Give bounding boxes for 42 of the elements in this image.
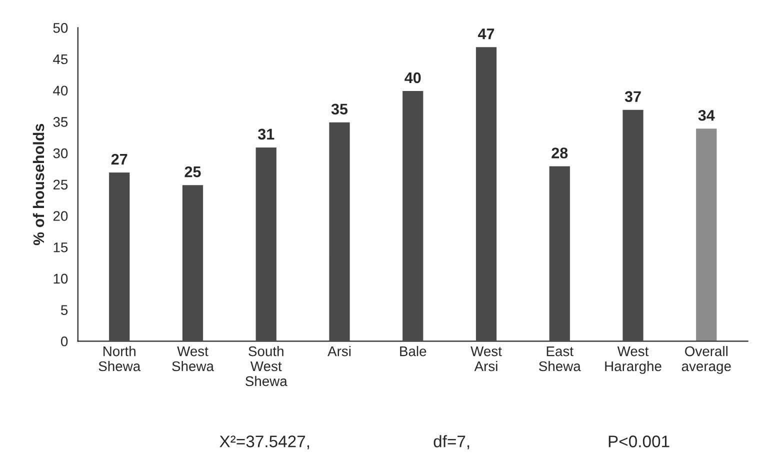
x-tick-label: East Shewa (539, 346, 581, 372)
bar (548, 164, 572, 342)
data-label: 34 (698, 110, 715, 121)
x-tick-label: Overall average (682, 346, 731, 374)
data-label: 28 (552, 148, 568, 158)
bar (694, 127, 718, 342)
bar (108, 171, 132, 342)
y-tick-label: 45 (53, 54, 68, 64)
y-tick-label: 50 (53, 22, 68, 33)
y-tick-label: 10 (54, 274, 68, 284)
y-tick-label: 20 (53, 211, 68, 221)
x-tick-label: West Arsi (470, 346, 502, 372)
bar (254, 146, 278, 342)
y-tick-label: 15 (54, 242, 68, 252)
y-tick-label: 30 (53, 148, 68, 158)
data-label: 40 (404, 72, 421, 84)
x-tick-label: South West Shewa (246, 346, 288, 386)
bar (474, 46, 498, 342)
data-label: 35 (331, 104, 348, 115)
text: X²=37.5427, (220, 436, 310, 450)
text: df=7, (434, 435, 470, 450)
bar (401, 90, 425, 342)
data-label: 27 (111, 154, 128, 165)
y-axis-title: % of households (32, 124, 44, 246)
data-label: 31 (258, 128, 274, 140)
y-tick-label: 5 (61, 305, 68, 315)
x-tick-label: West Shewa (172, 346, 214, 372)
data-label: 47 (478, 28, 494, 40)
y-tick-label: 35 (53, 117, 68, 127)
data-label: 37 (624, 91, 641, 102)
bar (181, 184, 204, 342)
y-tick-label: 25 (53, 180, 68, 190)
y-tick-label: 0 (60, 336, 68, 346)
bar (621, 108, 645, 342)
x-tick-label: West Hararghe (605, 346, 662, 374)
bar (328, 121, 352, 342)
y-tick-label: 40 (53, 86, 68, 96)
x-tick-label: North Shewa (98, 346, 141, 372)
text: P<0.001 (608, 436, 670, 448)
x-tick-label: Arsi (328, 346, 351, 356)
data-label: 25 (184, 166, 201, 178)
x-tick-label: Bale (400, 346, 426, 356)
